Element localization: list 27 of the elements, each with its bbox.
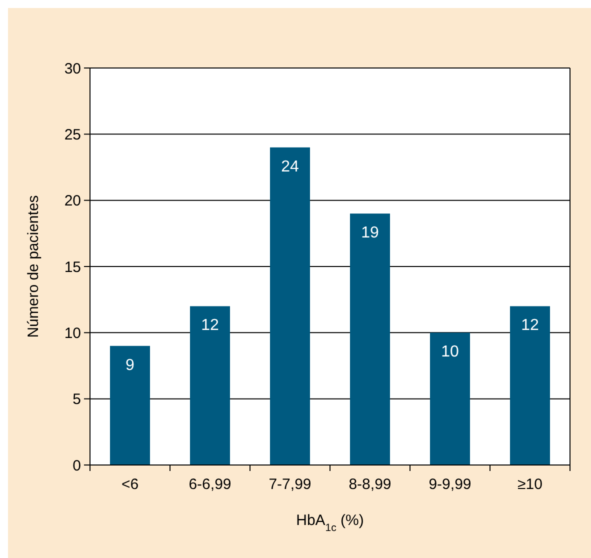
y-tick-label: 25 — [64, 126, 81, 144]
bar — [350, 214, 390, 465]
y-tick-label: 15 — [64, 258, 81, 276]
y-tick-label: 5 — [72, 391, 81, 408]
data-label: 10 — [441, 344, 459, 361]
x-tick-label: 9-9,99 — [428, 476, 472, 493]
x-axis-title: HbA$_{1c}$ (%) — [296, 512, 364, 534]
y-tick-label: 30 — [64, 60, 81, 78]
y-tick-label: 0 — [72, 457, 81, 474]
x-tick-label: <6 — [121, 476, 139, 493]
data-label: 24 — [281, 158, 299, 176]
x-tick-label: 7-7,99 — [268, 476, 312, 493]
y-tick-label: 20 — [64, 192, 81, 210]
bar — [190, 306, 230, 465]
data-label: 12 — [521, 317, 539, 334]
y-axis-title: Número de pacientes — [25, 195, 42, 338]
y-tick-label: 10 — [64, 324, 81, 342]
x-tick-label: 6-6,99 — [188, 476, 232, 493]
x-tick-label: 8-8,99 — [348, 476, 392, 493]
x-tick-label: ≥10 — [518, 476, 542, 493]
data-label: 19 — [361, 224, 379, 242]
data-label: 12 — [201, 317, 219, 334]
bar — [430, 332, 470, 465]
bar — [510, 306, 550, 465]
bar — [110, 346, 150, 465]
data-label: 9 — [126, 356, 135, 374]
bar — [270, 147, 310, 465]
